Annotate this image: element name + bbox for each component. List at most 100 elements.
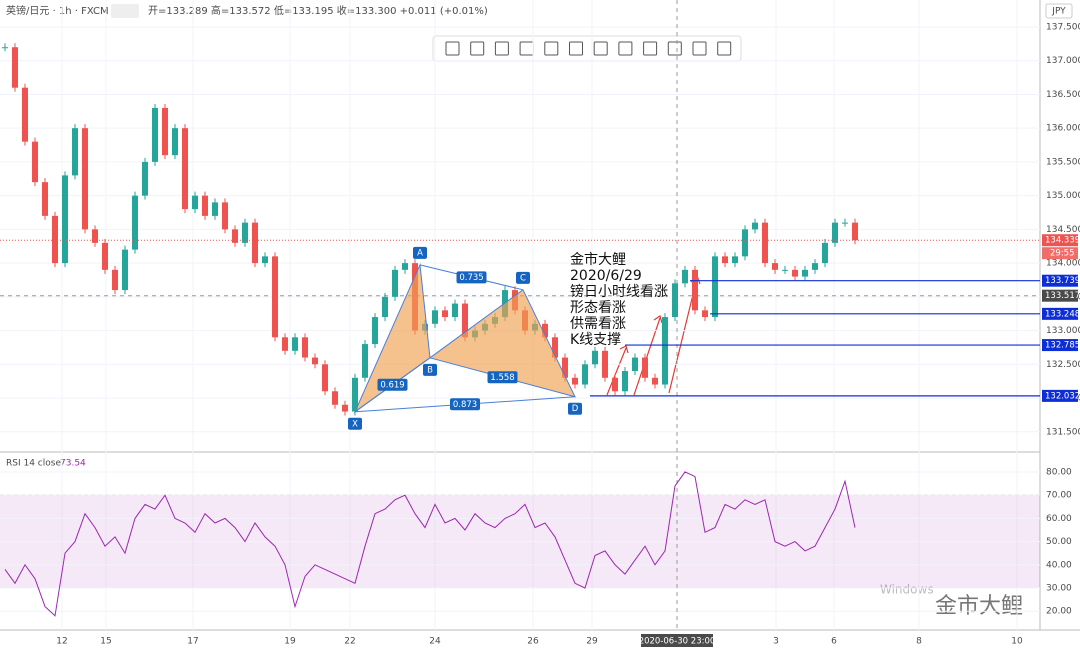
- candle: [182, 128, 188, 210]
- price-badge: [1042, 389, 1078, 402]
- y-tick-label: 60.00: [1046, 514, 1072, 524]
- candle: [822, 242, 828, 264]
- price-badge-label: 132.785: [1045, 341, 1080, 351]
- ratio-badge: [450, 398, 480, 411]
- y-tick-label: 135.500: [1046, 157, 1080, 167]
- ratio-label: 0.873: [453, 400, 477, 410]
- x-tick-label: 12: [56, 637, 67, 647]
- candle: [112, 269, 118, 291]
- candle: [772, 263, 778, 270]
- candle: [342, 404, 348, 412]
- candle: [32, 141, 38, 183]
- candle: [572, 377, 578, 385]
- candle: [102, 242, 108, 270]
- candle: [302, 337, 308, 358]
- tool-icon: [494, 41, 509, 56]
- candle: [622, 371, 628, 392]
- candle: [692, 269, 698, 311]
- x-tick-label: 6: [831, 637, 837, 647]
- ratio-label: 0.619: [380, 380, 404, 390]
- candle: [232, 229, 238, 243]
- annotation-line: K线支撑: [570, 332, 621, 348]
- y-tick-label: 134.000: [1046, 259, 1080, 269]
- x-tick-label: 24: [429, 637, 441, 647]
- y-tick-label: 136.000: [1046, 124, 1080, 134]
- ratio-badge: [456, 271, 487, 284]
- candle: [832, 222, 838, 243]
- pattern-point-badge: [568, 402, 582, 415]
- candle: [122, 249, 128, 291]
- candle: [712, 256, 718, 318]
- annotation-line: 金市大鲤: [570, 251, 626, 268]
- y-tick-label: 137.000: [1046, 56, 1080, 66]
- y-tick-label: 135.000: [1046, 191, 1080, 201]
- currency: JPY: [1051, 7, 1066, 17]
- status-icons: [111, 4, 139, 18]
- currency-box[interactable]: [1045, 3, 1073, 19]
- candle: [192, 195, 198, 210]
- x-tick-label: 15: [100, 637, 111, 647]
- rsi-title: RSI 14 close: [6, 459, 61, 469]
- x-tick-label: 26: [527, 637, 539, 647]
- tool-icon: [593, 41, 608, 56]
- candle: [152, 107, 158, 162]
- rsi-last: 73.54: [60, 459, 86, 469]
- candle: [322, 364, 328, 392]
- tool-icon: [618, 41, 633, 56]
- price-badge-label: 132.032: [1045, 391, 1080, 401]
- candle: [782, 269, 788, 271]
- price-badge: [1042, 307, 1078, 320]
- tool-icon: [445, 41, 460, 56]
- candle: [792, 269, 798, 277]
- candle: [632, 357, 638, 372]
- rsi-line: [4, 471, 856, 617]
- candle: [802, 269, 808, 277]
- tool-icon: [470, 41, 485, 56]
- candle: [352, 377, 358, 412]
- x-tick-label: 3: [773, 637, 779, 647]
- y-tick-label: 20.00: [1046, 607, 1072, 617]
- annotation-line: 供需看涨: [570, 316, 626, 332]
- candle: [592, 350, 598, 365]
- x-tick-label: 8: [916, 637, 922, 647]
- y-tick-label: 40.00: [1046, 560, 1072, 570]
- pattern-point-label: B: [427, 365, 433, 375]
- candle: [722, 256, 728, 264]
- candle: [702, 310, 708, 318]
- candle: [672, 283, 678, 318]
- pattern-point-label: D: [572, 404, 579, 414]
- price-badge-label: 133.739: [1045, 276, 1080, 286]
- candle: [212, 202, 218, 216]
- pattern-point-label: X: [352, 419, 358, 429]
- candle: [332, 391, 338, 405]
- candle: [82, 128, 88, 230]
- candle: [272, 256, 278, 338]
- candle: [452, 303, 458, 318]
- candle: [372, 317, 378, 345]
- candle: [732, 256, 738, 264]
- candle: [42, 182, 48, 216]
- candle: [462, 303, 468, 338]
- candle: [752, 222, 758, 230]
- candle: [12, 47, 18, 88]
- tool-icon: [692, 41, 707, 56]
- y-tick-label: 131.500: [1046, 427, 1080, 437]
- tool-icon: [569, 41, 583, 56]
- ratio-label: 0.735: [459, 273, 483, 283]
- candle: [392, 269, 398, 297]
- drawing-toolbar[interactable]: [432, 35, 742, 62]
- candle: [292, 337, 298, 351]
- price-badge-label: 133.517: [1045, 291, 1080, 301]
- price-badge-label: 134.339: [1045, 236, 1080, 246]
- candle: [252, 222, 258, 264]
- x-tick-label: 19: [284, 637, 296, 647]
- y-tick-label: 70.00: [1046, 491, 1072, 501]
- candle: [562, 357, 568, 378]
- annotation-line: 形态看涨: [570, 300, 626, 316]
- watermark-os: Windows: [880, 583, 934, 597]
- pattern-point-label: C: [520, 273, 526, 283]
- tool-icon: [667, 41, 682, 56]
- ohlc: 开=133.289 高=133.572 低=133.195 收=133.300 …: [148, 4, 488, 17]
- toolbar-frame: [432, 35, 742, 62]
